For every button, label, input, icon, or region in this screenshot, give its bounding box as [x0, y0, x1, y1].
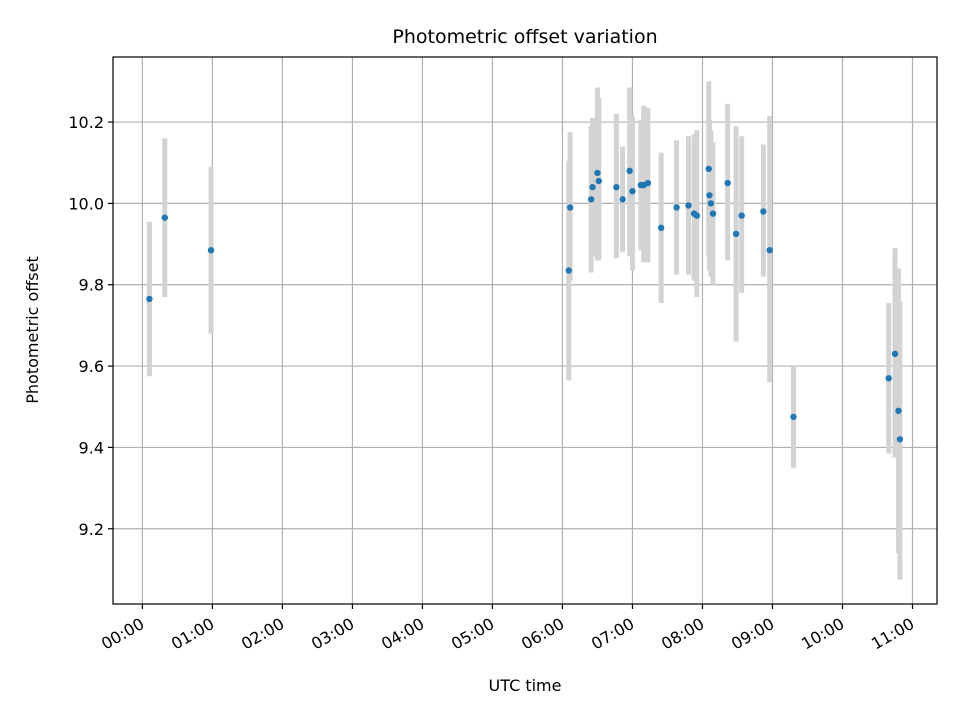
data-point-22	[706, 192, 713, 199]
data-point-29	[766, 246, 773, 254]
data-point-32	[891, 350, 899, 358]
data-point-4	[566, 204, 574, 211]
y-tick-label-5: 10.2	[68, 113, 104, 132]
y-tick-label-2: 9.6	[79, 357, 104, 376]
y-tick-label-1: 9.4	[79, 438, 104, 457]
data-point-16	[657, 224, 665, 232]
data-point-2	[207, 246, 215, 254]
data-point-33	[895, 407, 902, 415]
data-point-12	[629, 188, 636, 195]
data-point-3	[565, 267, 572, 274]
data-point-15	[644, 179, 652, 187]
data-point-11	[626, 167, 633, 175]
data-point-18	[685, 202, 692, 209]
data-point-9	[613, 183, 620, 191]
x-axis-label: UTC time	[489, 676, 562, 695]
data-point-8	[595, 177, 603, 185]
data-point-24	[709, 210, 717, 217]
data-point-6	[589, 183, 596, 191]
data-point-0	[146, 295, 153, 303]
data-points	[146, 165, 904, 443]
data-point-1	[161, 214, 169, 221]
data-point-17	[673, 204, 680, 211]
plot-frame	[112, 56, 938, 605]
data-point-34	[896, 436, 904, 443]
data-point-23	[707, 200, 715, 207]
data-point-10	[619, 196, 626, 203]
data-point-5	[587, 196, 595, 203]
y-tick-label-4: 10.0	[68, 194, 104, 213]
data-point-21	[705, 165, 712, 173]
data-point-26	[732, 230, 740, 238]
data-point-25	[724, 179, 731, 187]
grid	[113, 57, 937, 604]
data-point-31	[885, 375, 892, 382]
data-point-28	[760, 208, 767, 215]
chart-title: Photometric offset variation	[392, 26, 657, 48]
y-tick-label-3: 9.8	[79, 276, 104, 295]
data-point-7	[594, 169, 601, 177]
y-tick-label-0: 9.2	[79, 520, 104, 539]
y-axis-label: Photometric offset	[23, 256, 42, 404]
data-point-27	[738, 212, 745, 219]
data-point-30	[790, 413, 797, 421]
data-point-20	[693, 212, 701, 219]
